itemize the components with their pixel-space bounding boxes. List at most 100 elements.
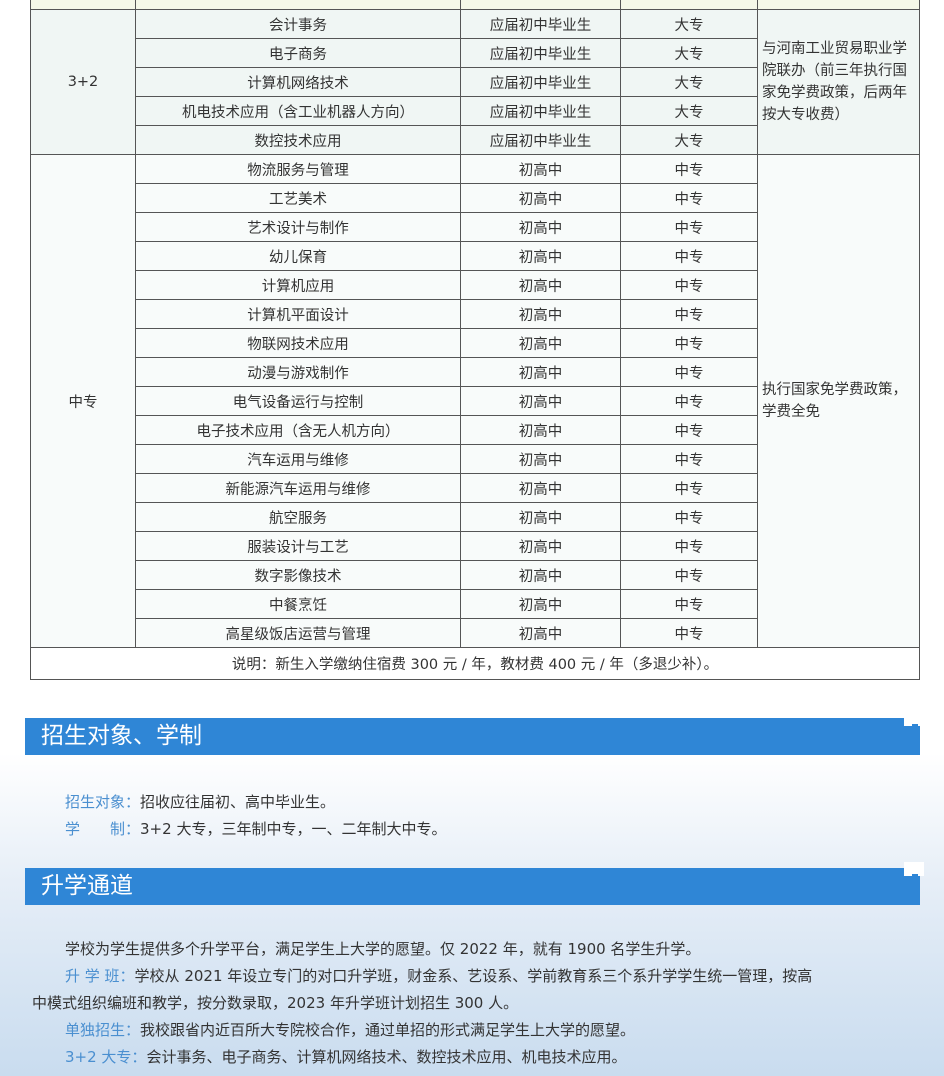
category-cell: 中专 (30, 154, 136, 648)
major-cell: 新能源汽车运用与维修 (135, 473, 461, 503)
target-cell: 初高中 (460, 154, 621, 184)
level-cell: 大专 (620, 96, 758, 126)
major-cell: 高星级饭店运营与管理 (135, 618, 461, 648)
item-text: 我校跟省内近百所大专院校合作，通过单招的形式满足学生上大学的愿望。 (140, 1021, 636, 1039)
note-cell: 执行国家免学费政策，学费全免 (757, 154, 920, 648)
item-text: 会计事务、电子商务、计算机网络技术、数控技术应用、机电技术应用。 (146, 1048, 627, 1066)
level-cell: 中专 (620, 473, 758, 503)
section-title: 招生对象、学制 (41, 723, 202, 749)
target-cell: 初高中 (460, 299, 621, 329)
corner-decoration-dot (912, 874, 918, 880)
major-cell: 航空服务 (135, 502, 461, 532)
major-cell: 数控技术应用 (135, 125, 461, 155)
category-cell: 3+2 (30, 9, 136, 155)
enrollment-target: 招生对象：招收应往届初、高中毕业生。 (65, 791, 335, 812)
major-cell: 计算机应用 (135, 270, 461, 300)
three-plus-two: 3+2 大专：会计事务、电子商务、计算机网络技术、数控技术应用、机电技术应用。 (65, 1046, 626, 1067)
level-cell: 中专 (620, 560, 758, 590)
table-row: 计算机平面设计 初高中 中专 (31, 299, 920, 329)
item-text: 招收应往届初、高中毕业生。 (140, 793, 336, 811)
level-cell: 中专 (620, 386, 758, 416)
major-cell: 工艺美术 (135, 183, 461, 213)
target-cell: 初高中 (460, 531, 621, 561)
table-row: 3+2 会计事务 应届初中毕业生 大专 与河南工业贸易职业学院联办（前三年执行国家免学费… (30, 9, 920, 155)
pathways-intro: 学校为学生提供多个升学平台，满足学生上大学的愿望。仅 2022 年，就有 190… (65, 940, 701, 958)
major-cell: 计算机网络技术 (135, 67, 461, 97)
major-cell: 汽车运用与维修 (135, 444, 461, 474)
level-cell: 中专 (620, 357, 758, 387)
target-cell: 初高中 (460, 415, 621, 445)
corner-decoration (904, 862, 924, 876)
section-header-pathways: 升学通道 (25, 862, 924, 905)
major-cell: 电子商务 (135, 38, 461, 68)
table-row: 幼儿保育 初高中 中专 (31, 241, 920, 271)
target-cell: 初高中 (460, 183, 621, 213)
table-row: 工艺美术 初高中 中专 (31, 183, 920, 213)
level-cell: 中专 (620, 241, 758, 271)
level-cell: 大专 (620, 38, 758, 68)
item-text: 学校从 2021 年设立专门的对口升学班，财金系、艺设系、学前教育系三个系升学学… (134, 967, 813, 985)
level-cell: 中专 (620, 299, 758, 329)
table-row: 汽车运用与维修 初高中 中专 (31, 444, 920, 474)
corner-decoration (904, 712, 924, 726)
section-title: 升学通道 (41, 873, 133, 899)
table-row: 机电技术应用（含工业机器人方向） 应届初中毕业生 大专 (31, 96, 920, 126)
level-cell: 大专 (620, 67, 758, 97)
level-cell: 中专 (620, 270, 758, 300)
schooling-system: 学 制：3+2 大专，三年制中专，一、二年制大中专。 (65, 818, 446, 839)
table-footnote-row: 说明：新生入学缴纳住宿费 300 元 / 年，教材费 400 元 / 年（多退少… (30, 647, 920, 680)
major-cell: 物联网技术应用 (135, 328, 461, 358)
level-cell: 中专 (620, 444, 758, 474)
level-cell: 大专 (620, 125, 758, 155)
major-cell: 动漫与游戏制作 (135, 357, 461, 387)
level-cell: 中专 (620, 183, 758, 213)
table-row: 计算机网络技术 应届初中毕业生 大专 (31, 67, 920, 97)
corner-decoration-dot (912, 724, 918, 730)
level-cell: 中专 (620, 502, 758, 532)
table-row: 中专 物流服务与管理 初高中 中专 执行国家免学费政策，学费全免 (30, 154, 920, 648)
target-cell: 应届初中毕业生 (460, 67, 621, 97)
table-row: 航空服务 初高中 中专 (31, 502, 920, 532)
target-cell: 初高中 (460, 473, 621, 503)
level-cell: 中专 (620, 154, 758, 184)
level-cell: 中专 (620, 589, 758, 619)
item-label: 学 制： (65, 820, 141, 838)
major-cell: 机电技术应用（含工业机器人方向） (135, 96, 461, 126)
target-cell: 初高中 (460, 502, 621, 532)
item-label: 升 学 班： (65, 967, 135, 985)
item-text: 3+2 大专，三年制中专，一、二年制大中专。 (140, 820, 447, 838)
level-cell: 中专 (620, 618, 758, 648)
table-row: 数控技术应用 应届初中毕业生 大专 (31, 125, 920, 155)
major-cell: 计算机平面设计 (135, 299, 461, 329)
target-cell: 初高中 (460, 444, 621, 474)
independent-enrollment: 单独招生：我校跟省内近百所大专院校合作，通过单招的形式满足学生上大学的愿望。 (65, 1019, 635, 1040)
table-row: 中餐烹饪 初高中 中专 (31, 589, 920, 619)
target-cell: 应届初中毕业生 (460, 38, 621, 68)
item-label: 3+2 大专： (65, 1048, 147, 1066)
majors-table: 3+2 会计事务 应届初中毕业生 大专 与河南工业贸易职业学院联办（前三年执行国家免学费… (30, 0, 920, 680)
target-cell: 初高中 (460, 618, 621, 648)
table-row: 计算机应用 初高中 中专 (31, 270, 920, 300)
major-cell: 艺术设计与制作 (135, 212, 461, 242)
major-cell: 幼儿保育 (135, 241, 461, 271)
upgrade-class-cont: 中模式组织编班和教学，按分数录取，2023 年升学班计划招生 300 人。 (32, 994, 519, 1012)
target-cell: 初高中 (460, 560, 621, 590)
target-cell: 初高中 (460, 357, 621, 387)
major-cell: 会计事务 (135, 9, 461, 39)
major-cell: 电气设备运行与控制 (135, 386, 461, 416)
target-cell: 初高中 (460, 270, 621, 300)
level-cell: 大专 (620, 9, 758, 39)
major-cell: 中餐烹饪 (135, 589, 461, 619)
target-cell: 初高中 (460, 589, 621, 619)
table-row: 电气设备运行与控制 初高中 中专 (31, 386, 920, 416)
table-row: 电子商务 应届初中毕业生 大专 (31, 38, 920, 68)
level-cell: 中专 (620, 415, 758, 445)
level-cell: 中专 (620, 531, 758, 561)
table-footnote: 说明：新生入学缴纳住宿费 300 元 / 年，教材费 400 元 / 年（多退少… (30, 647, 920, 680)
item-label: 单独招生： (65, 1021, 141, 1039)
section-header-enrollment: 招生对象、学制 (25, 712, 924, 755)
target-cell: 应届初中毕业生 (460, 125, 621, 155)
level-cell: 中专 (620, 212, 758, 242)
upgrade-class: 升 学 班：学校从 2021 年设立专门的对口升学班，财金系、艺设系、学前教育系… (65, 965, 812, 986)
table-row: 电子技术应用（含无人机方向） 初高中 中专 (31, 415, 920, 445)
